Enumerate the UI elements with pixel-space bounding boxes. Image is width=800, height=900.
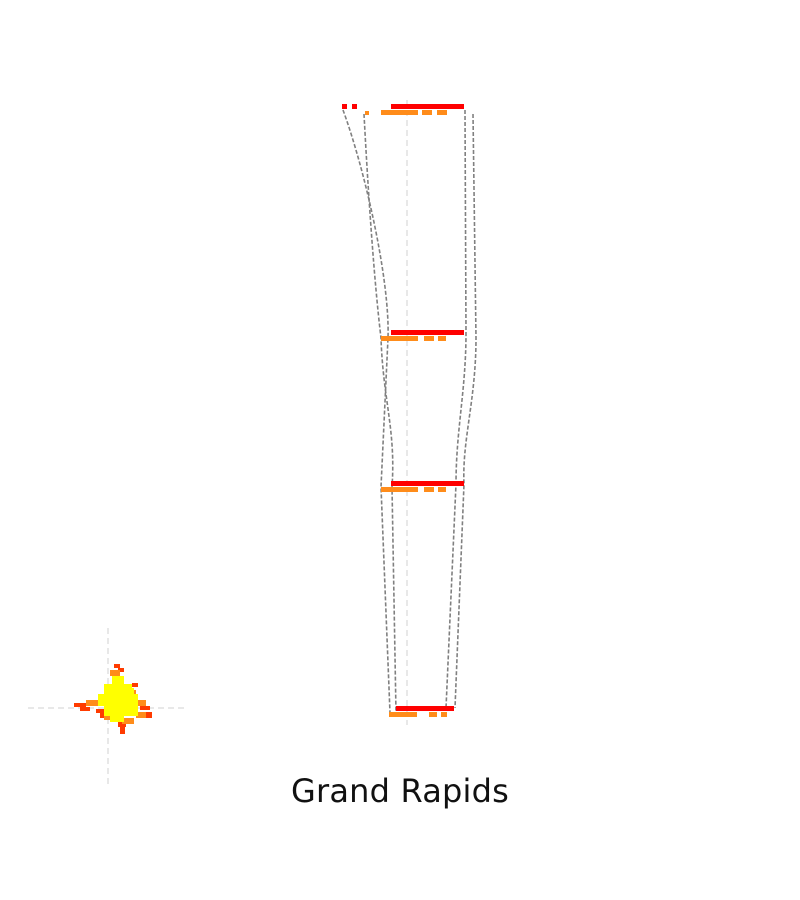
level-1-top-dot-b bbox=[352, 104, 357, 109]
level-4-bottom-seg-a bbox=[429, 712, 437, 717]
level-4-bottom-seg-b bbox=[441, 712, 447, 717]
level-3-top-bar bbox=[391, 481, 464, 486]
connector-lines bbox=[342, 109, 477, 714]
level-1-top-dot-a bbox=[342, 104, 347, 109]
level-1-top-bar bbox=[391, 104, 464, 109]
level-2-bottom-seg-b bbox=[438, 336, 446, 341]
connector-left-outer bbox=[342, 109, 391, 714]
connector-left-inner bbox=[363, 113, 397, 714]
level-1-bottom-bar bbox=[381, 110, 418, 115]
level-band-3 bbox=[381, 481, 464, 492]
level-1-bottom-seg-b bbox=[437, 110, 447, 115]
level-2-bottom-bar bbox=[381, 336, 418, 341]
level-2-top-bar bbox=[391, 330, 464, 335]
level-4-top-bar bbox=[396, 706, 454, 711]
level-4-bottom-bar bbox=[389, 712, 417, 717]
level-1-bottom-dot bbox=[365, 111, 369, 115]
level-1-bottom-seg-a bbox=[422, 110, 432, 115]
level-band-4 bbox=[389, 706, 454, 717]
city-footprint-icon bbox=[28, 628, 188, 788]
connector-right-outer bbox=[445, 109, 467, 709]
level-band-1 bbox=[342, 104, 464, 115]
diagram-title: Grand Rapids bbox=[290, 772, 510, 810]
level-band-2 bbox=[381, 330, 464, 341]
level-3-bottom-seg-b bbox=[438, 487, 446, 492]
level-3-bottom-bar bbox=[381, 487, 418, 492]
level-2-bottom-seg-a bbox=[424, 336, 434, 341]
connector-right-inner bbox=[454, 113, 477, 709]
level-3-bottom-seg-a bbox=[424, 487, 434, 492]
